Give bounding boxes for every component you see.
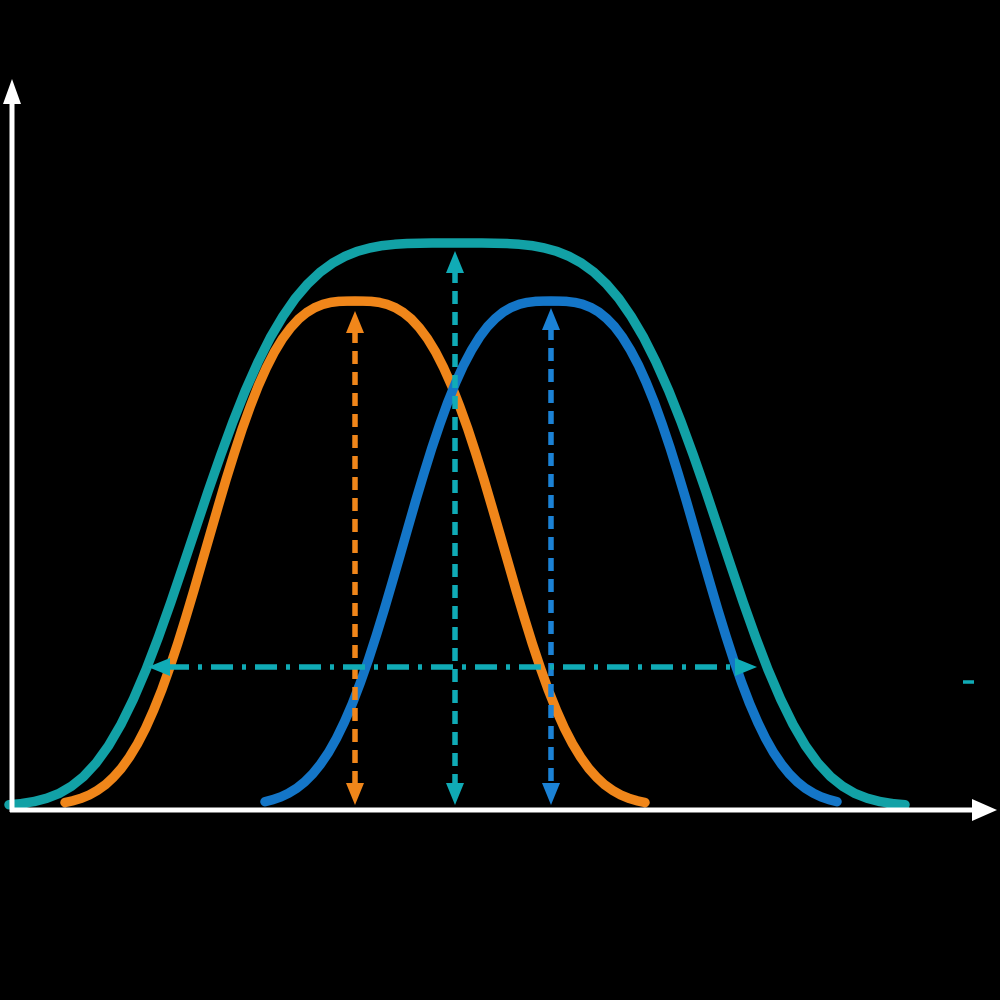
- blue-bell-curve: [260, 296, 842, 807]
- teal-width-span-arrow-right-head: [735, 658, 757, 676]
- blue-peak-height-arrow-top-head: [542, 308, 560, 330]
- teal-peak-height-arrow-top-head: [446, 251, 464, 273]
- orange-peak-height-arrow-top-head: [346, 311, 364, 333]
- orange-peak-height-arrow-bottom-head: [346, 783, 364, 805]
- teal-wide-bell-curve: [4, 238, 910, 810]
- y-axis-arrowhead: [3, 79, 21, 104]
- teal-peak-height-arrow-bottom-head: [446, 783, 464, 805]
- teal-width-span-arrow-left-head: [148, 658, 170, 676]
- blue-peak-height-arrow-bottom-head: [542, 783, 560, 805]
- x-axis-arrowhead: [972, 799, 997, 821]
